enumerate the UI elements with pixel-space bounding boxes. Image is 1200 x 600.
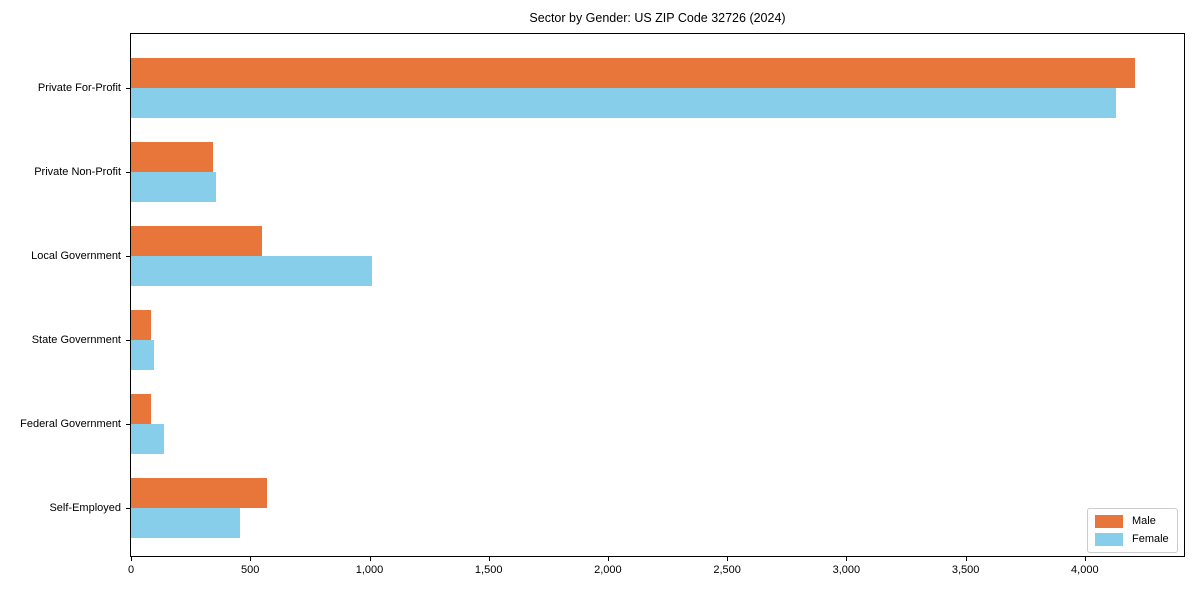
- y-category-label: Self-Employed: [49, 502, 121, 514]
- y-category-label: Private For-Profit: [37, 82, 121, 94]
- y-category-label: Local Government: [31, 250, 121, 262]
- x-tick-mark: [488, 557, 490, 561]
- bar-female-1: [131, 88, 1116, 118]
- bar-female-4: [131, 340, 154, 370]
- legend-label-female: Female: [1132, 533, 1169, 545]
- x-tick-label: 4,000: [1071, 564, 1099, 576]
- x-tick-mark: [1084, 557, 1086, 561]
- y-category-label: Private Non-Profit: [34, 166, 121, 178]
- x-tick-mark: [965, 557, 967, 561]
- bar-female-5: [131, 424, 165, 454]
- bar-female-6: [131, 508, 240, 538]
- y-tick-mark: [126, 424, 130, 425]
- x-tick-mark: [846, 557, 848, 561]
- male-swatch-icon: [1095, 515, 1123, 528]
- x-tick-label: 2,000: [594, 564, 622, 576]
- y-tick-mark: [126, 340, 130, 341]
- y-tick-mark: [126, 88, 130, 89]
- y-category-label: State Government: [31, 334, 121, 346]
- bar-female-2: [131, 172, 216, 202]
- y-tick-mark: [126, 256, 130, 257]
- x-tick-mark: [607, 557, 609, 561]
- x-tick-mark: [250, 557, 252, 561]
- x-tick-label: 2,500: [713, 564, 741, 576]
- chart-title: Sector by Gender: US ZIP Code 32726 (202…: [529, 11, 786, 25]
- x-tick-mark: [727, 557, 729, 561]
- y-tick-mark: [126, 508, 130, 509]
- plot-area: [130, 33, 1185, 557]
- x-tick-label: 0: [127, 564, 135, 576]
- bar-male-2: [131, 142, 214, 172]
- legend-label-male: Male: [1132, 515, 1156, 527]
- y-tick-mark: [126, 172, 130, 173]
- bar-male-5: [131, 394, 152, 424]
- bar-female-3: [131, 256, 372, 286]
- y-category-label: Federal Government: [20, 418, 121, 430]
- bar-male-4: [131, 310, 152, 340]
- x-tick-label: 500: [241, 564, 260, 576]
- bar-male-1: [131, 58, 1135, 88]
- legend-item-male: Male: [1095, 514, 1170, 529]
- legend-item-female: Female: [1095, 532, 1170, 547]
- x-tick-label: 1,000: [355, 564, 384, 576]
- bar-male-3: [131, 226, 263, 256]
- female-swatch-icon: [1095, 533, 1123, 546]
- x-tick-label: 1,500: [474, 564, 503, 576]
- x-tick-mark: [369, 557, 371, 561]
- x-tick-mark: [131, 557, 132, 561]
- x-tick-label: 3,000: [832, 564, 861, 576]
- bar-male-6: [131, 478, 267, 508]
- legend: Male Female: [1087, 508, 1178, 553]
- x-tick-label: 3,500: [951, 564, 980, 576]
